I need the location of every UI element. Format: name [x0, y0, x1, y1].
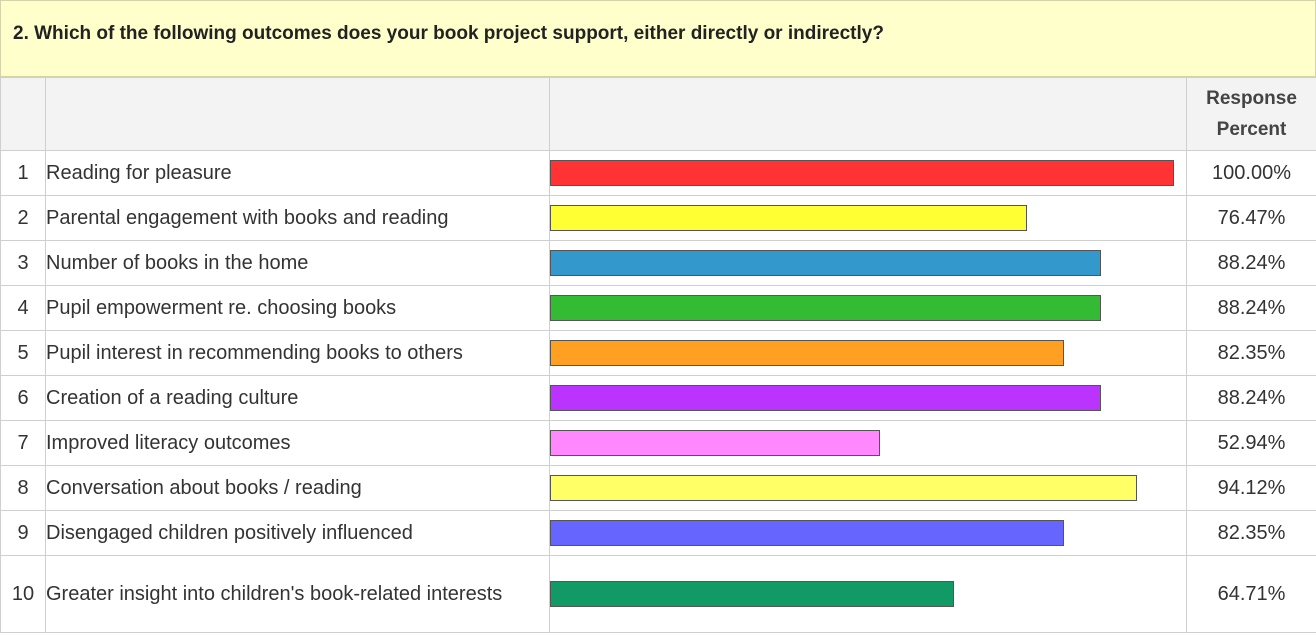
- percent-label: 100.00%: [1186, 150, 1316, 196]
- bar: [550, 385, 1101, 411]
- header-response-percent: Response Percent: [1186, 77, 1316, 151]
- row-number: 9: [0, 510, 46, 556]
- table-row: 7 Improved literacy outcomes 52.94%: [0, 420, 1316, 466]
- table-row: 9 Disengaged children positively influenc…: [0, 510, 1316, 556]
- bar-cell: [549, 465, 1187, 511]
- bar: [550, 295, 1101, 321]
- question-title: 2. Which of the following outcomes does …: [0, 0, 1316, 77]
- bar-track: [550, 520, 1174, 546]
- percent-label: 94.12%: [1186, 465, 1316, 511]
- row-number: 2: [0, 195, 46, 241]
- percent-label: 82.35%: [1186, 510, 1316, 556]
- bar-track: [550, 475, 1174, 501]
- table-row: 6 Creation of a reading culture 88.24%: [0, 375, 1316, 421]
- results-table: Response Percent 1 Reading for pleasure 100…: [0, 77, 1316, 633]
- header-row: Response Percent: [0, 77, 1316, 151]
- percent-label: 64.71%: [1186, 555, 1316, 633]
- bar-track: [550, 385, 1174, 411]
- table-row: 4 Pupil empowerment re. choosing books 88.…: [0, 285, 1316, 331]
- row-number: 3: [0, 240, 46, 286]
- category-label: Disengaged children positively influence…: [45, 510, 550, 556]
- bar: [550, 520, 1064, 546]
- table-row: 1 Reading for pleasure 100.00%: [0, 150, 1316, 196]
- header-percent-label: Percent: [1216, 119, 1287, 140]
- bar-track: [550, 581, 1174, 607]
- table-row: 2 Parental engagement with books and read…: [0, 195, 1316, 241]
- category-label: Improved literacy outcomes: [45, 420, 550, 466]
- category-label: Pupil empowerment re. choosing books: [45, 285, 550, 331]
- bar-track: [550, 340, 1174, 366]
- row-number: 10: [0, 555, 46, 633]
- bar-cell: [549, 375, 1187, 421]
- category-label: Creation of a reading culture: [45, 375, 550, 421]
- row-number: 8: [0, 465, 46, 511]
- bar-cell: [549, 285, 1187, 331]
- bar-track: [550, 295, 1174, 321]
- category-label: Pupil interest in recommending books to …: [45, 330, 550, 376]
- bar-track: [550, 430, 1174, 456]
- bar-track: [550, 205, 1174, 231]
- percent-label: 76.47%: [1186, 195, 1316, 241]
- bar-track: [550, 250, 1174, 276]
- header-bar-cell: [549, 77, 1187, 151]
- results-body: 1 Reading for pleasure 100.00% 2 Parental en…: [0, 150, 1316, 633]
- bar: [550, 475, 1137, 501]
- bar-cell: [549, 330, 1187, 376]
- percent-label: 82.35%: [1186, 330, 1316, 376]
- bar-cell: [549, 240, 1187, 286]
- bar-cell: [549, 510, 1187, 556]
- header-number-cell: [0, 77, 46, 151]
- category-label: Number of books in the home: [45, 240, 550, 286]
- bar-cell: [549, 555, 1187, 633]
- category-label: Greater insight into children's book-rel…: [45, 555, 550, 633]
- table-row: 5 Pupil interest in recommending books to…: [0, 330, 1316, 376]
- table-row: 3 Number of books in the home 88.24%: [0, 240, 1316, 286]
- header-label-cell: [45, 77, 550, 151]
- percent-label: 88.24%: [1186, 375, 1316, 421]
- row-number: 7: [0, 420, 46, 466]
- row-number: 1: [0, 150, 46, 196]
- bar-cell: [549, 420, 1187, 466]
- category-label: Reading for pleasure: [45, 150, 550, 196]
- row-number: 4: [0, 285, 46, 331]
- bar-track: [550, 160, 1174, 186]
- bar: [550, 430, 880, 456]
- bar-cell: [549, 195, 1187, 241]
- bar: [550, 250, 1101, 276]
- percent-label: 88.24%: [1186, 285, 1316, 331]
- row-number: 6: [0, 375, 46, 421]
- bar: [550, 581, 954, 607]
- category-label: Conversation about books / reading: [45, 465, 550, 511]
- bar-cell: [549, 150, 1187, 196]
- row-number: 5: [0, 330, 46, 376]
- percent-label: 88.24%: [1186, 240, 1316, 286]
- header-response-label: Response: [1206, 88, 1297, 109]
- table-row: 8 Conversation about books / reading 94.12…: [0, 465, 1316, 511]
- table-row: 10 Greater insight into children's book-r…: [0, 555, 1316, 633]
- bar: [550, 160, 1174, 186]
- category-label: Parental engagement with books and readi…: [45, 195, 550, 241]
- percent-label: 52.94%: [1186, 420, 1316, 466]
- bar: [550, 205, 1027, 231]
- bar: [550, 340, 1064, 366]
